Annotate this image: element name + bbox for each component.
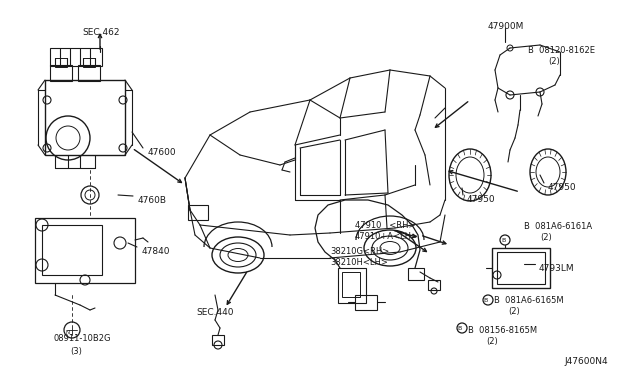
Text: 47910+A<LH>: 47910+A<LH> — [355, 232, 419, 241]
Text: (3): (3) — [70, 347, 82, 356]
Text: J47600N4: J47600N4 — [564, 357, 607, 366]
Bar — [338, 268, 366, 303]
Text: B: B — [484, 298, 488, 302]
Bar — [83, 58, 95, 67]
Bar — [35, 218, 135, 283]
Text: 4760B: 4760B — [138, 196, 167, 205]
Text: B  08120-8162E: B 08120-8162E — [528, 46, 595, 55]
Bar — [497, 252, 545, 284]
Bar — [55, 58, 67, 67]
Bar — [78, 65, 100, 81]
Ellipse shape — [364, 230, 416, 266]
Text: 47910   <RH>: 47910 <RH> — [355, 221, 415, 230]
Text: 47600: 47600 — [148, 148, 177, 157]
Ellipse shape — [212, 237, 264, 273]
Text: (2): (2) — [486, 337, 498, 346]
Bar — [50, 48, 102, 66]
Bar — [342, 272, 360, 297]
Text: (2): (2) — [508, 307, 520, 316]
Text: B: B — [458, 326, 462, 330]
Text: (2): (2) — [548, 57, 560, 66]
Bar — [45, 80, 125, 155]
Text: B  08156-8165M: B 08156-8165M — [468, 326, 537, 335]
Text: B  081A6-6165M: B 081A6-6165M — [494, 296, 564, 305]
Text: 4793LM: 4793LM — [539, 264, 575, 273]
Text: 38210G<RH>: 38210G<RH> — [330, 247, 389, 256]
Text: SEC.440: SEC.440 — [196, 308, 234, 317]
Bar — [212, 335, 224, 345]
Bar — [408, 268, 424, 280]
Text: B: B — [501, 237, 505, 243]
Bar — [188, 205, 208, 220]
Bar — [50, 65, 72, 81]
Text: 47840: 47840 — [142, 247, 170, 256]
Bar — [355, 295, 377, 310]
Text: 47950: 47950 — [548, 183, 577, 192]
Bar — [492, 248, 550, 288]
Text: N: N — [66, 330, 70, 336]
Text: SEC.462: SEC.462 — [82, 28, 120, 37]
Text: 08911-10B2G: 08911-10B2G — [53, 334, 111, 343]
Bar — [428, 280, 440, 290]
Bar — [42, 225, 102, 275]
Text: 38210H<LH>: 38210H<LH> — [330, 258, 388, 267]
Text: (2): (2) — [540, 233, 552, 242]
Text: B  081A6-6161A: B 081A6-6161A — [524, 222, 592, 231]
Text: 47900M: 47900M — [488, 22, 524, 31]
Text: 47950: 47950 — [467, 195, 495, 204]
